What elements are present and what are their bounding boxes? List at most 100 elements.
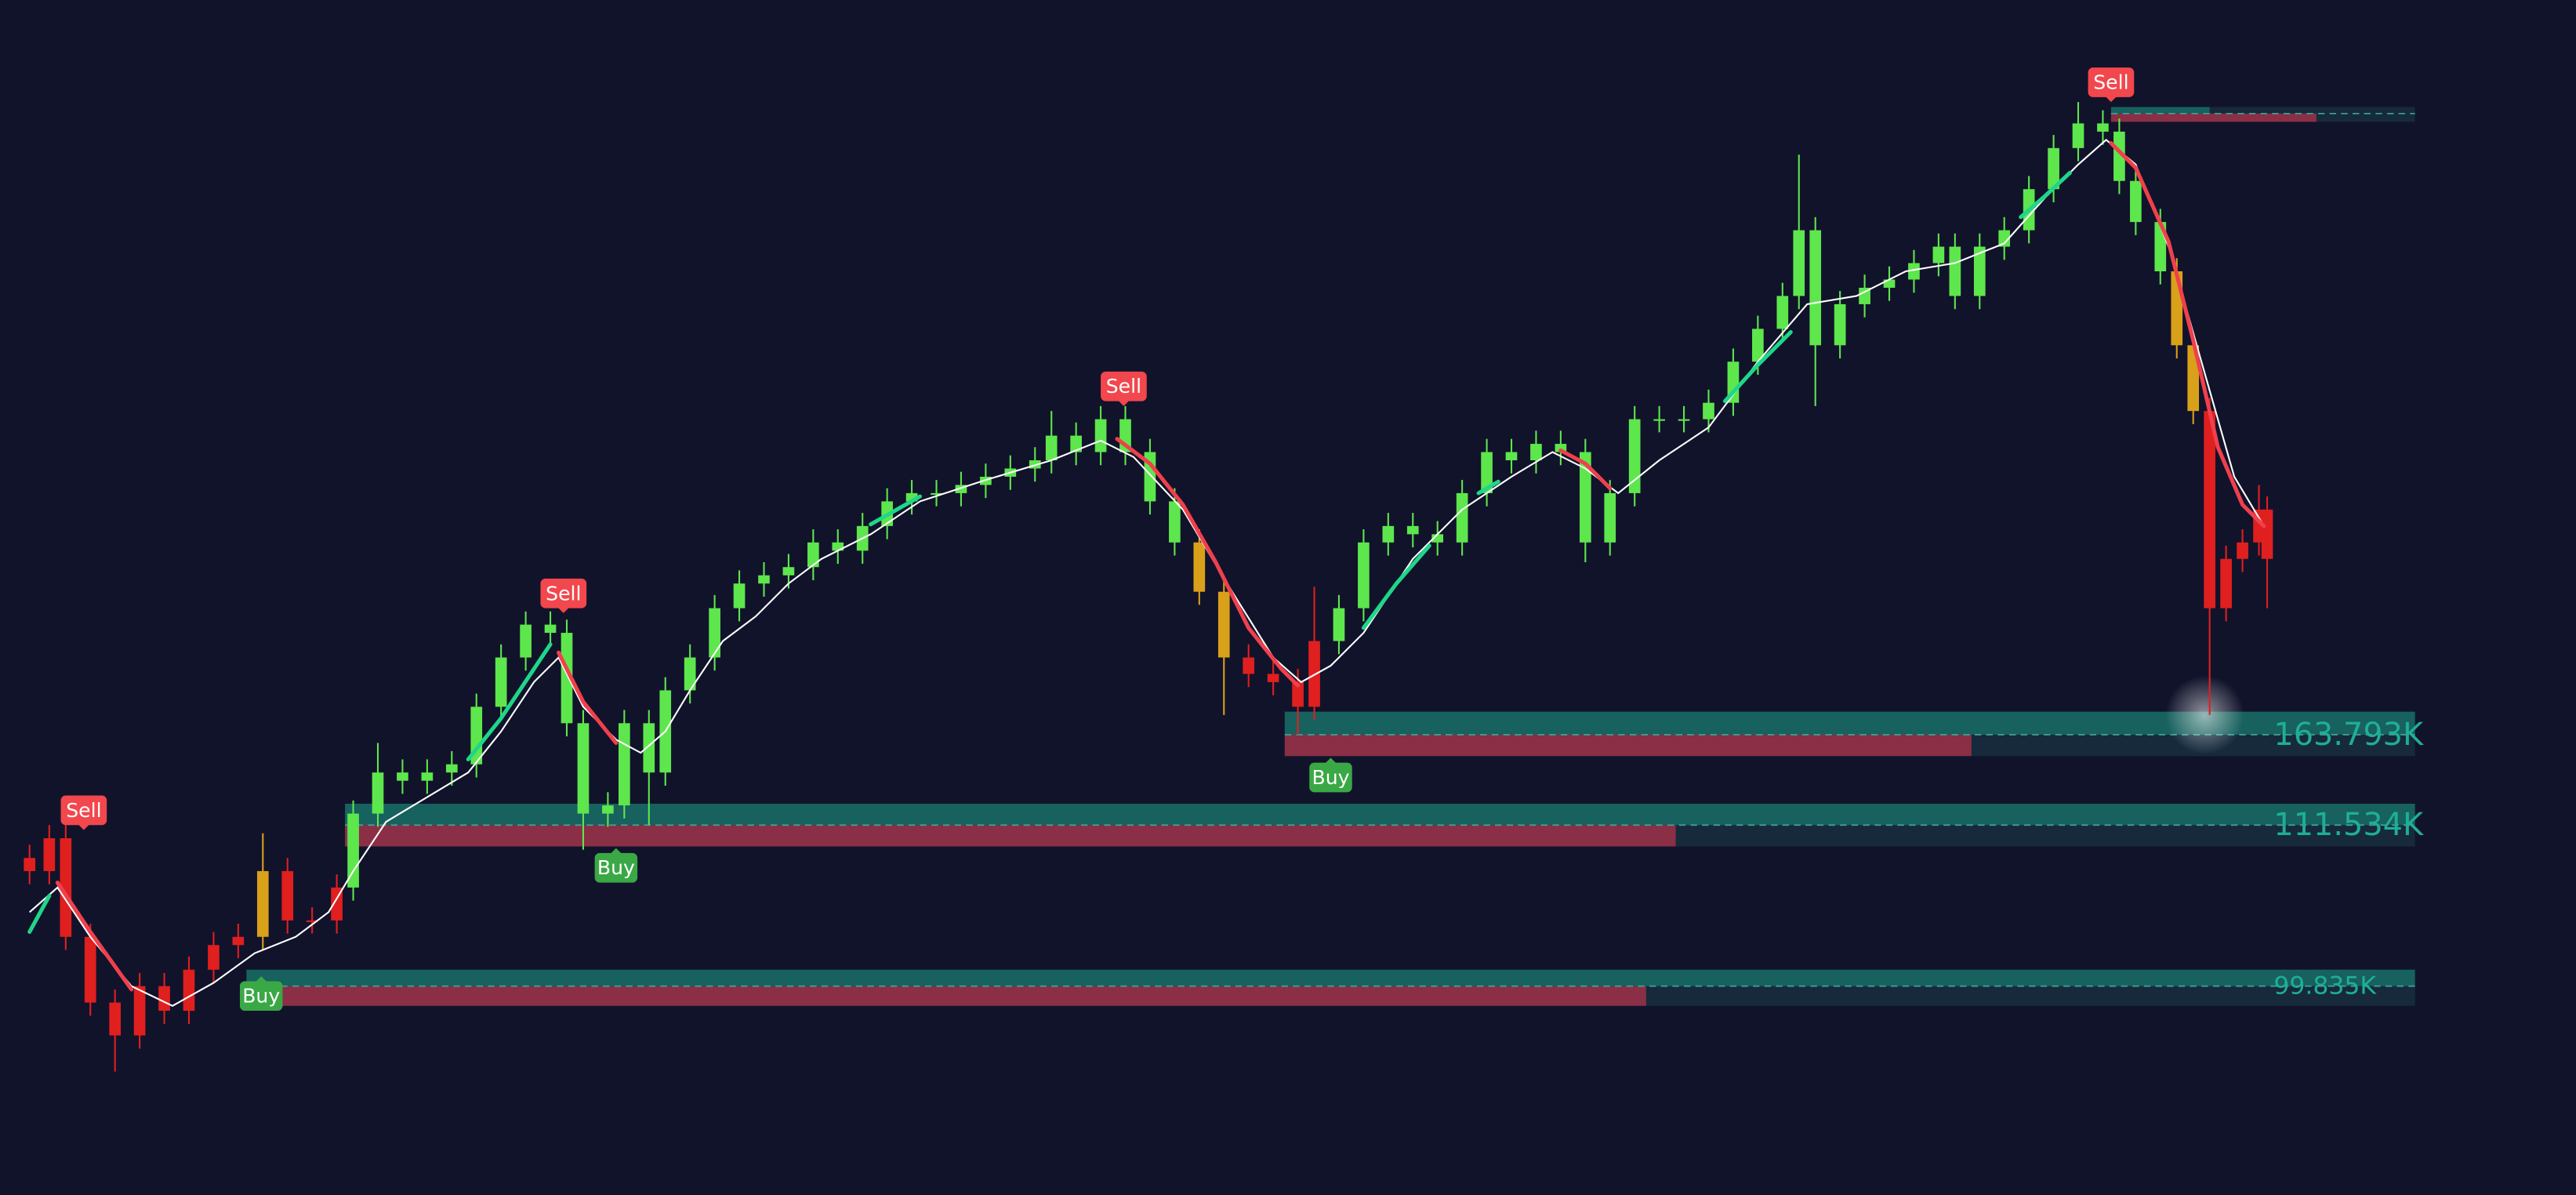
candle-body	[931, 492, 942, 496]
level-red	[2110, 113, 2317, 122]
candle-body	[2113, 131, 2125, 181]
candle-body	[183, 969, 195, 1012]
trend-line	[466, 642, 553, 761]
candle-body	[905, 492, 918, 502]
trend-line	[1361, 543, 1431, 630]
level-red	[246, 986, 1646, 1006]
candle-body	[1456, 492, 1468, 543]
candle-body	[1973, 246, 1986, 296]
candle-body	[1431, 534, 1444, 543]
candle-body	[832, 542, 844, 551]
candle-body	[84, 936, 96, 1003]
signal-label: Buy	[1312, 766, 1349, 789]
candle-body	[1604, 492, 1616, 543]
signal-box	[239, 981, 283, 1012]
candle-body	[2261, 509, 2273, 559]
trend-line	[55, 881, 134, 992]
candle-body	[1859, 287, 1870, 304]
candle-body	[1653, 419, 1665, 421]
candle-body	[1045, 435, 1058, 461]
candle-body	[1793, 230, 1805, 296]
signal-box	[1101, 371, 1147, 401]
level-red	[1284, 734, 1972, 757]
candle-body	[24, 858, 36, 871]
candle-body	[2187, 345, 2200, 412]
candle-body	[643, 723, 655, 773]
signal-box	[2088, 67, 2135, 97]
candle-body	[955, 485, 967, 493]
candle-body	[1358, 542, 1370, 608]
candle-body	[758, 575, 770, 584]
candle-body	[43, 838, 56, 871]
candle-body	[281, 870, 294, 921]
candle-body	[133, 986, 146, 1036]
candle-body	[1094, 419, 1107, 452]
candle-body	[1908, 263, 1920, 280]
candle-body	[1267, 674, 1279, 682]
trend-line	[1722, 330, 1793, 404]
signal: Buy	[594, 848, 638, 883]
candle-body	[1834, 303, 1846, 346]
candle-body	[1193, 542, 1206, 592]
candle-body	[2220, 558, 2232, 608]
candle-body	[1949, 246, 1961, 296]
signal-box	[60, 795, 107, 826]
candle-body	[1628, 419, 1641, 493]
trend-line	[1476, 479, 1500, 496]
candle-body	[1932, 246, 1945, 263]
candle-body	[520, 624, 532, 658]
candle-body	[109, 1002, 122, 1036]
candle-body	[1169, 501, 1181, 543]
candle-body	[1382, 525, 1395, 543]
level-teal	[246, 969, 2415, 986]
level-teal	[2110, 107, 2210, 114]
candle-body	[1481, 452, 1493, 493]
candle-body	[807, 542, 819, 568]
candle-body	[1776, 296, 1789, 329]
signal-box	[1309, 762, 1352, 793]
signal-label: Buy	[597, 856, 635, 879]
candle-body	[782, 567, 795, 576]
signal-box	[594, 852, 638, 883]
candle-body	[561, 633, 573, 724]
trend-line	[2109, 141, 2266, 528]
level-label: 163.793K	[2273, 717, 2424, 753]
candle-body	[1883, 279, 1896, 288]
candle-body	[1752, 329, 1764, 362]
candle-body	[158, 986, 170, 1012]
candle-body	[1703, 402, 1714, 420]
candle-body	[2048, 147, 2059, 190]
signal: Sell	[1101, 371, 1147, 406]
candle-body	[372, 772, 384, 814]
candle-body	[2130, 180, 2142, 223]
candle-body	[1406, 525, 1419, 535]
signal-label: Sell	[66, 799, 101, 822]
level-teal	[1284, 711, 2415, 735]
candle-body	[1070, 435, 1082, 452]
moving-average	[29, 138, 2265, 1007]
candle-body	[544, 624, 557, 634]
candle-body	[1809, 230, 1822, 346]
signal: Buy	[239, 976, 283, 1012]
candle-body	[602, 805, 614, 814]
candle-body	[421, 772, 434, 781]
candle-body	[709, 608, 720, 658]
signal-box	[540, 578, 587, 608]
candle-body	[1998, 230, 2011, 247]
signal: Sell	[60, 795, 107, 830]
signal-label: Sell	[1106, 375, 1141, 398]
candle-body	[2072, 123, 2084, 148]
candle-body	[347, 813, 359, 888]
level-label: 111.534K	[2273, 807, 2424, 843]
candle-body	[1333, 608, 1345, 641]
trend-line	[2019, 170, 2073, 220]
candle-body	[1579, 452, 1591, 543]
level-red	[345, 825, 1676, 847]
candle-body	[1505, 452, 1518, 461]
signal: Sell	[2088, 67, 2135, 103]
trend-line	[27, 893, 52, 934]
candle-body	[1292, 681, 1304, 707]
